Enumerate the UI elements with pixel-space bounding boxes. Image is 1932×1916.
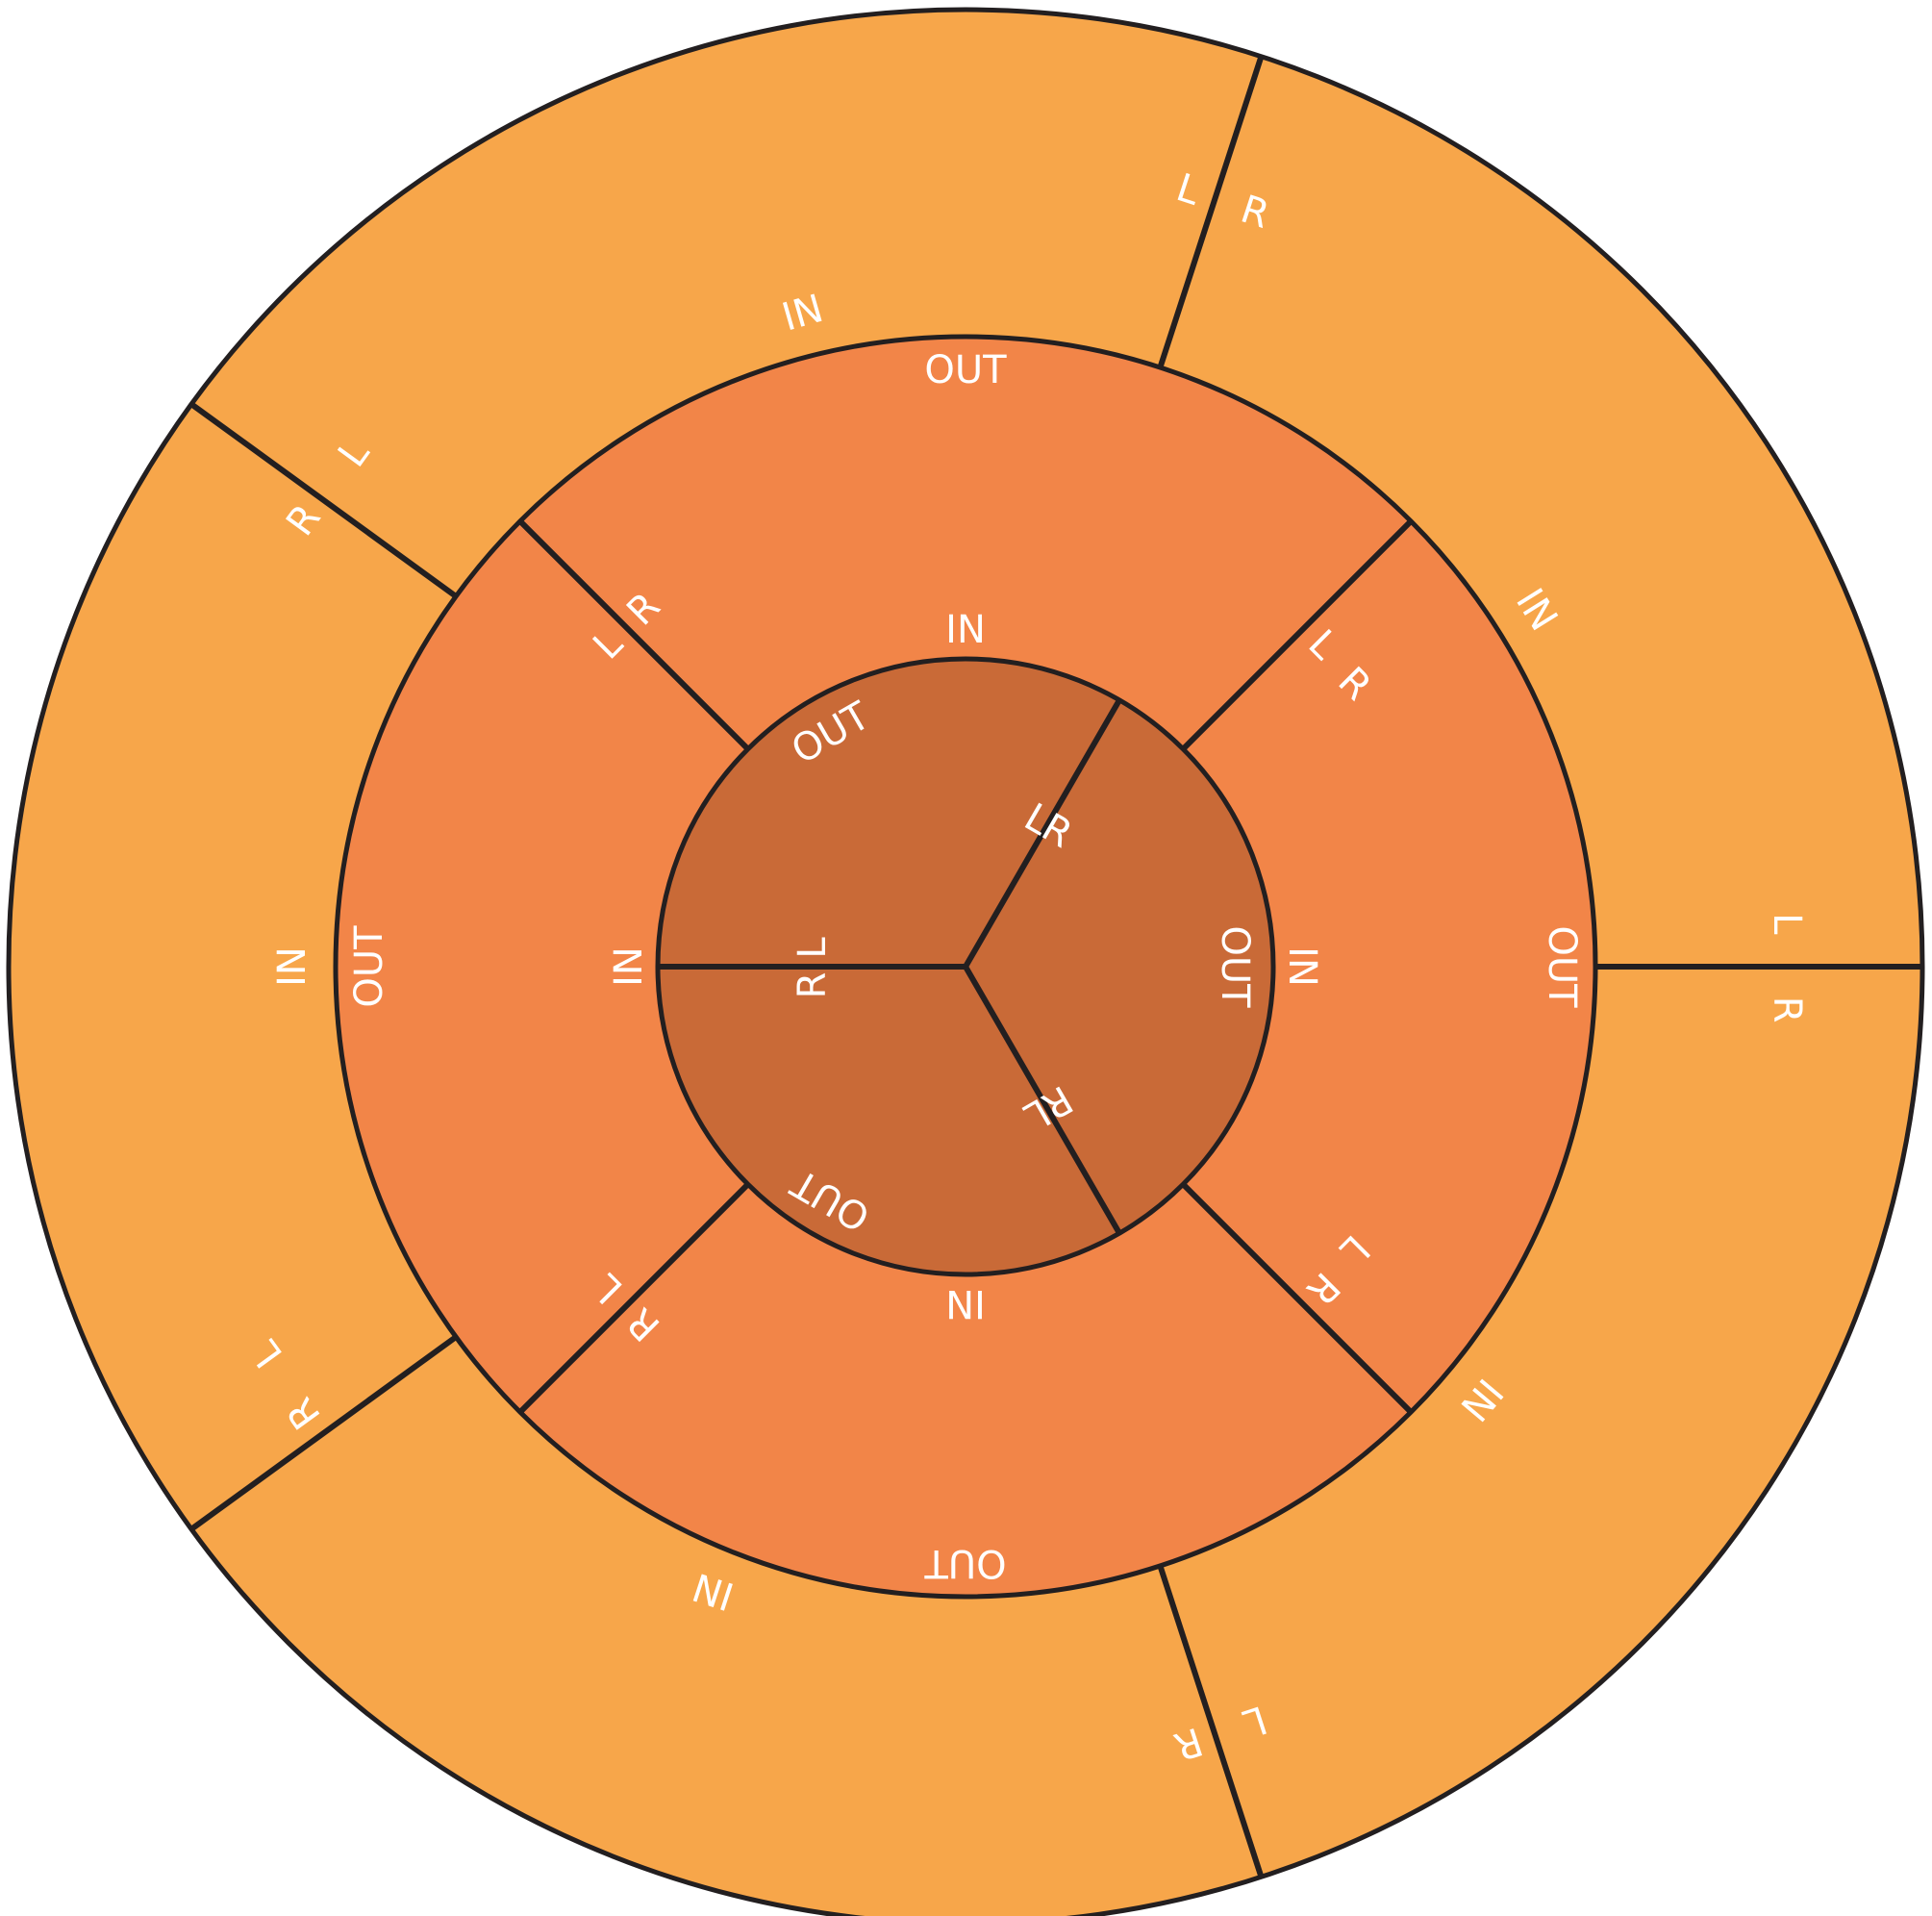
outer-divider-line	[189, 401, 458, 599]
label-out: OUT	[924, 1541, 1007, 1585]
label-in: IN	[270, 946, 314, 987]
middle-divider-line	[517, 518, 750, 751]
label-in: IN	[1280, 946, 1324, 987]
label-in: IN	[945, 1281, 986, 1325]
label-out: OUT	[1213, 925, 1257, 1008]
outer-divider-line	[189, 1334, 458, 1532]
label-r: R	[1765, 996, 1809, 1023]
middle-divider-line	[517, 1182, 750, 1415]
label-in: IN	[945, 608, 986, 652]
label-in: IN	[607, 946, 651, 987]
outer-divider-line	[1157, 55, 1265, 368]
label-r: R	[790, 972, 835, 999]
label-out: OUT	[347, 925, 391, 1008]
label-l: L	[790, 937, 835, 959]
inner-divider-line	[963, 965, 1122, 1235]
label-l: L	[1765, 913, 1809, 935]
label-out: OUT	[1540, 925, 1584, 1008]
middle-divider-line	[1181, 518, 1414, 751]
middle-divider-line	[1181, 1182, 1414, 1415]
inner-divider-line	[963, 698, 1122, 969]
label-out: OUT	[924, 348, 1007, 392]
outer-divider-line	[1157, 1565, 1265, 1878]
